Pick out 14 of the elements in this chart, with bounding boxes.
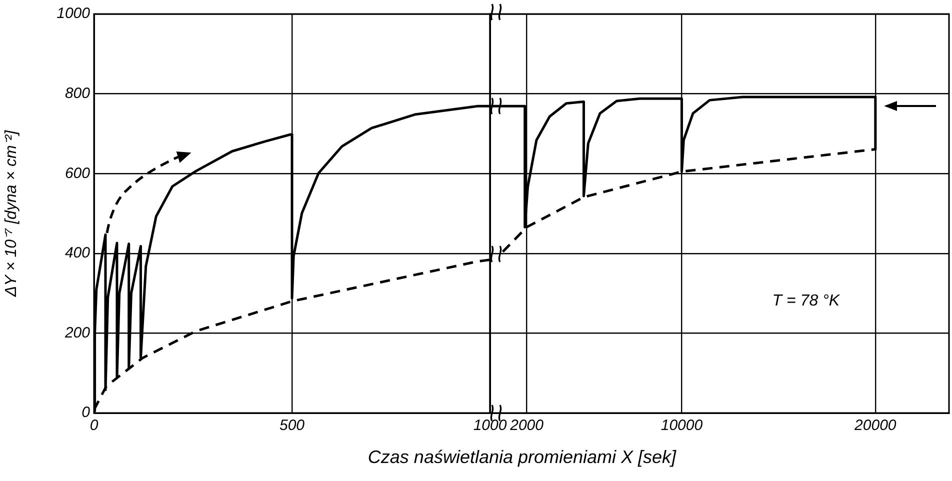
- x-axis-title: Czas naświetlania promieniami X [sek]: [366, 447, 678, 468]
- x-tick-label: 10000: [660, 417, 704, 434]
- y-tick-label: 600: [64, 164, 91, 182]
- y-tick-label: 400: [64, 244, 91, 262]
- annotation: T = 78 °K: [772, 292, 841, 310]
- y-tick-label: 800: [64, 84, 91, 102]
- y-tick-label: 1000: [56, 5, 91, 22]
- x-tick-label: 500: [279, 417, 306, 434]
- x-tick-label: 20000: [854, 417, 897, 434]
- x-tick-label: 1000: [473, 417, 508, 434]
- y-tick-label: 0: [82, 404, 91, 422]
- y-axis-title: ΔY × 10⁻⁷ [dyna × cm⁻²]: [3, 130, 20, 298]
- x-tick-label: 2000: [509, 417, 544, 434]
- y-tick-label: 200: [64, 324, 91, 342]
